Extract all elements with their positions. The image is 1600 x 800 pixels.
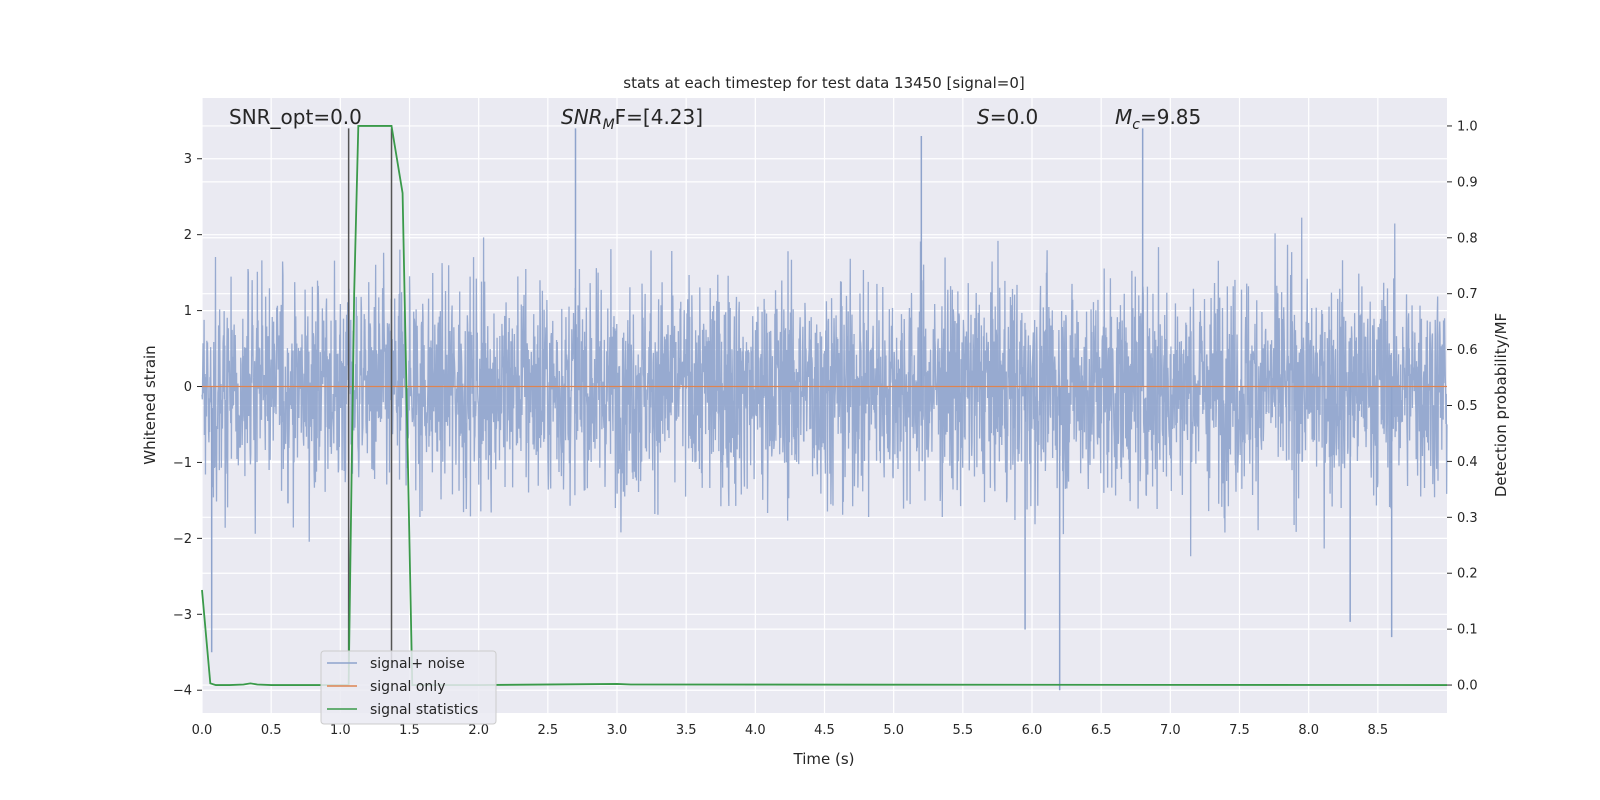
legend: signal+ noise signal only signal statist…	[320, 650, 497, 725]
y-left-tick-label: −4	[173, 684, 192, 699]
x-tick-label: 5.0	[883, 723, 904, 738]
series-signal-noise	[201, 128, 1448, 691]
annotation-mc: Mc=9.85	[1115, 105, 1201, 133]
y-left-tick-labels: 3 2 1 0 −1 −2 −3 −4	[173, 152, 202, 699]
annotation-snr-mf: SNRMF=[4.23]	[561, 105, 703, 133]
annotation-s-main: S	[977, 105, 990, 129]
annotation-snr-opt: SNR_opt=0.0	[229, 105, 362, 129]
x-tick-label: 4.0	[745, 723, 766, 738]
annotation-mc-sub: c	[1132, 117, 1140, 133]
chart-title: stats at each timestep for test data 134…	[623, 74, 1024, 92]
y-right-tick-labels: 1.0 0.9 0.8 0.7 0.6 0.5 0.4 0.3 0.2 0.1 0.0	[1447, 119, 1478, 694]
x-tick-label: 0.5	[261, 723, 282, 738]
y-right-axis-label: Detection probability/MF	[1492, 313, 1510, 497]
legend-label-signal-statistics: signal statistics	[370, 702, 478, 718]
y-right-tick-label: 0.2	[1457, 567, 1478, 582]
y-right-tick-label: 0.7	[1457, 287, 1478, 302]
x-tick-label: 7.5	[1229, 723, 1250, 738]
y-left-axis-label: Whitened strain	[141, 345, 159, 464]
x-tick-label: 5.5	[952, 723, 973, 738]
annotation-snr-mf-sub: M	[603, 117, 615, 133]
x-tick-label: 2.0	[468, 723, 489, 738]
legend-box	[320, 650, 497, 725]
y-left-tick-label: 0	[184, 380, 192, 395]
x-tick-label: 0.0	[192, 723, 213, 738]
y-right-tick-label: 0.6	[1457, 343, 1478, 358]
y-right-tick-label: 0.3	[1457, 511, 1478, 526]
annotation-mc-rest: =9.85	[1140, 105, 1201, 129]
y-right-tick-label: 0.5	[1457, 399, 1478, 414]
y-right-tick-label: 0.9	[1457, 175, 1478, 190]
x-tick-label: 1.0	[330, 723, 351, 738]
y-right-tick-label: 0.1	[1457, 623, 1478, 638]
y-right-tick-label: 0.8	[1457, 231, 1478, 246]
x-tick-label: 8.5	[1367, 723, 1388, 738]
x-tick-label: 1.5	[399, 723, 420, 738]
x-tick-label: 6.0	[1022, 723, 1043, 738]
legend-label-signal-only: signal only	[370, 679, 445, 695]
y-left-tick-label: −3	[173, 608, 192, 623]
y-right-tick-label: 0.0	[1457, 679, 1478, 694]
noise-line	[201, 217, 1448, 557]
x-tick-label: 3.0	[607, 723, 628, 738]
x-tick-label: 2.5	[537, 723, 558, 738]
annotation-s: S=0.0	[977, 105, 1038, 129]
x-tick-label: 7.0	[1160, 723, 1181, 738]
annotation-mc-main: M	[1115, 105, 1132, 129]
annotation-snr-mf-main: SNR	[561, 105, 603, 129]
x-axis-label: Time (s)	[793, 750, 855, 768]
x-tick-labels: 0.0 0.5 1.0 1.5 2.0 2.5 3.0 3.5 4.0 4.5 5.0 5.5 6.0 6…	[192, 723, 1389, 738]
y-left-tick-label: −1	[173, 456, 192, 471]
y-left-tick-label: −2	[173, 532, 192, 547]
y-left-tick-label: 3	[184, 152, 192, 167]
vertical-lines	[347, 128, 393, 668]
annotation-snr-mf-rest: F=[4.23]	[615, 105, 703, 129]
x-tick-label: 6.5	[1091, 723, 1112, 738]
y-left-tick-label: 1	[184, 304, 192, 319]
x-tick-label: 3.5	[676, 723, 697, 738]
legend-label-signal-noise: signal+ noise	[370, 656, 465, 672]
y-right-tick-label: 0.4	[1457, 455, 1478, 470]
x-tick-label: 4.5	[814, 723, 835, 738]
annotation-s-rest: =0.0	[990, 105, 1039, 129]
y-right-tick-label: 1.0	[1457, 119, 1478, 134]
x-tick-label: 8.0	[1298, 723, 1319, 738]
y-left-tick-label: 2	[184, 228, 192, 243]
